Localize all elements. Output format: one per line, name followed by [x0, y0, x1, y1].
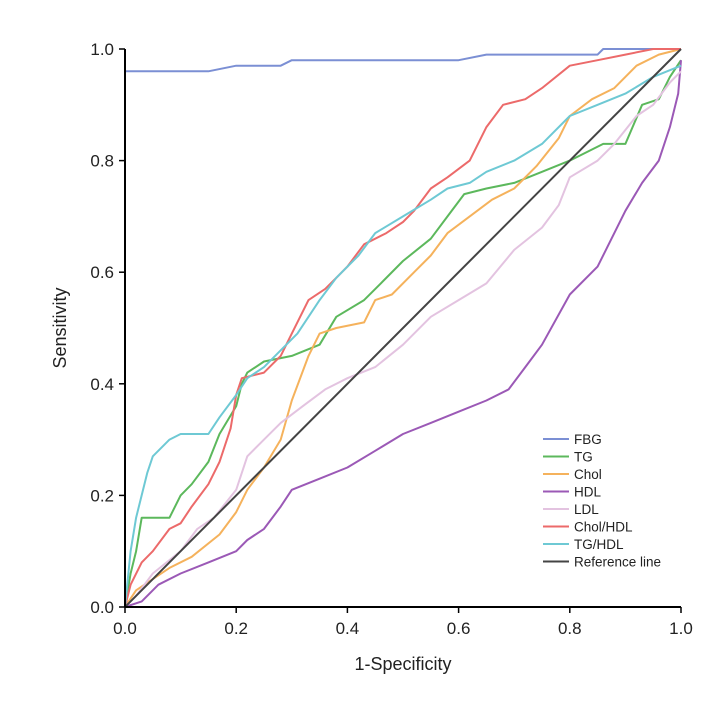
legend-label-tg-hdl: TG/HDL — [574, 537, 624, 552]
x-tick-label: 1.0 — [669, 619, 693, 638]
y-tick-label: 0.4 — [90, 375, 114, 394]
series-line-hdl — [124, 60, 682, 608]
series-line-reference-line — [124, 48, 682, 608]
y-tick-label: 0.0 — [90, 598, 114, 617]
legend-label-ldl: LDL — [574, 502, 599, 517]
x-tick-label: 0.2 — [224, 619, 248, 638]
legend-label-chol: Chol — [574, 467, 602, 482]
x-tick-label: 0.6 — [447, 619, 471, 638]
x-axis-title: 1-Specificity — [354, 654, 451, 674]
x-tick-label: 0.8 — [558, 619, 582, 638]
y-tick-label: 1.0 — [90, 40, 114, 59]
y-tick-label: 0.6 — [90, 263, 114, 282]
y-axis-title: Sensitivity — [50, 287, 70, 368]
x-tick-label: 0.0 — [113, 619, 137, 638]
y-tick-label: 0.2 — [90, 486, 114, 505]
legend-label-reference-line: Reference line — [574, 555, 661, 570]
legend-label-tg: TG — [574, 450, 593, 465]
legend-label-hdl: HDL — [574, 485, 601, 500]
x-tick-label: 0.4 — [336, 619, 360, 638]
y-tick-label: 0.8 — [90, 152, 114, 171]
series-line-ldl — [124, 70, 682, 608]
axes-layer: 0.0 0.2 0.4 0.6 0.8 1.0 0.0 0.2 0.4 0.6 0.8 1.0 — [90, 40, 692, 638]
series-line-tg-hdl — [124, 64, 682, 608]
legend-label-chol-hdl: Chol/HDL — [574, 520, 633, 535]
legend-label-fbg: FBG — [574, 432, 602, 447]
series-line-fbg — [125, 48, 681, 73]
series-line-tg — [124, 59, 682, 608]
series-layer — [124, 48, 682, 608]
legend: FBG TG Chol HDL LDL Chol/HDL TG/HDL Reference l… — [543, 432, 661, 570]
